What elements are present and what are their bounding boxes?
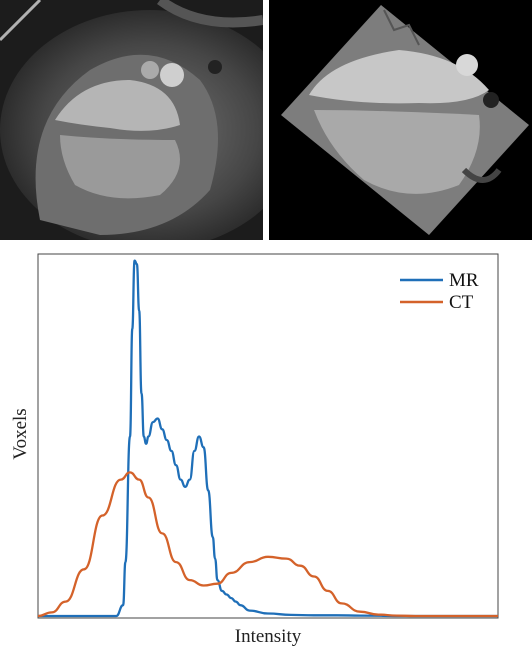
mr-image [0,0,263,240]
x-axis-title: Intensity [235,626,302,647]
legend-label-mr: MR [449,270,479,291]
series-line-mr [38,259,498,618]
plot-frame [37,253,499,619]
legend-label-ct: CT [449,292,474,313]
intensity-histogram-chart: MR CT Intensity Voxels [10,253,499,647]
series-line-ct [37,471,498,618]
legend: MR CT [400,270,479,313]
ct-image [269,0,532,240]
y-axis-title: Voxels [10,408,31,459]
